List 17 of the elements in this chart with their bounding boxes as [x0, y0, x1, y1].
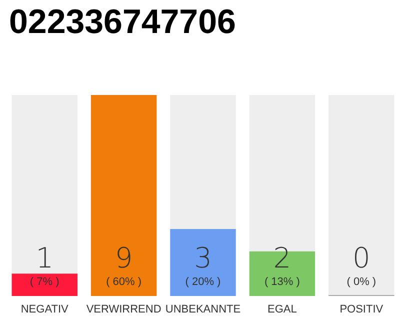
data-label: 2 ( 13% ): [264, 242, 300, 288]
x-tick-label: EGAL: [268, 304, 297, 316]
bar: [12, 274, 78, 296]
bar: [328, 95, 394, 296]
bar: [90, 95, 157, 296]
bar: [12, 95, 78, 274]
x-tick-label: POSITIV: [340, 304, 384, 316]
x-tick-label: NEGATIV: [20, 304, 69, 316]
x-tick-label: VERWIRREND: [86, 304, 162, 316]
data-label: 3 ( 20% ): [185, 242, 221, 288]
data-label: 0 ( 0% ): [346, 242, 376, 288]
chart-title: 022336747706: [9, 3, 236, 41]
bar: [170, 95, 236, 229]
bar: [170, 229, 236, 296]
data-label: 1 ( 7% ): [30, 242, 60, 288]
data-label: 9 ( 60% ): [106, 242, 142, 288]
x-tick-label: UNBEKANNTE: [165, 304, 241, 316]
